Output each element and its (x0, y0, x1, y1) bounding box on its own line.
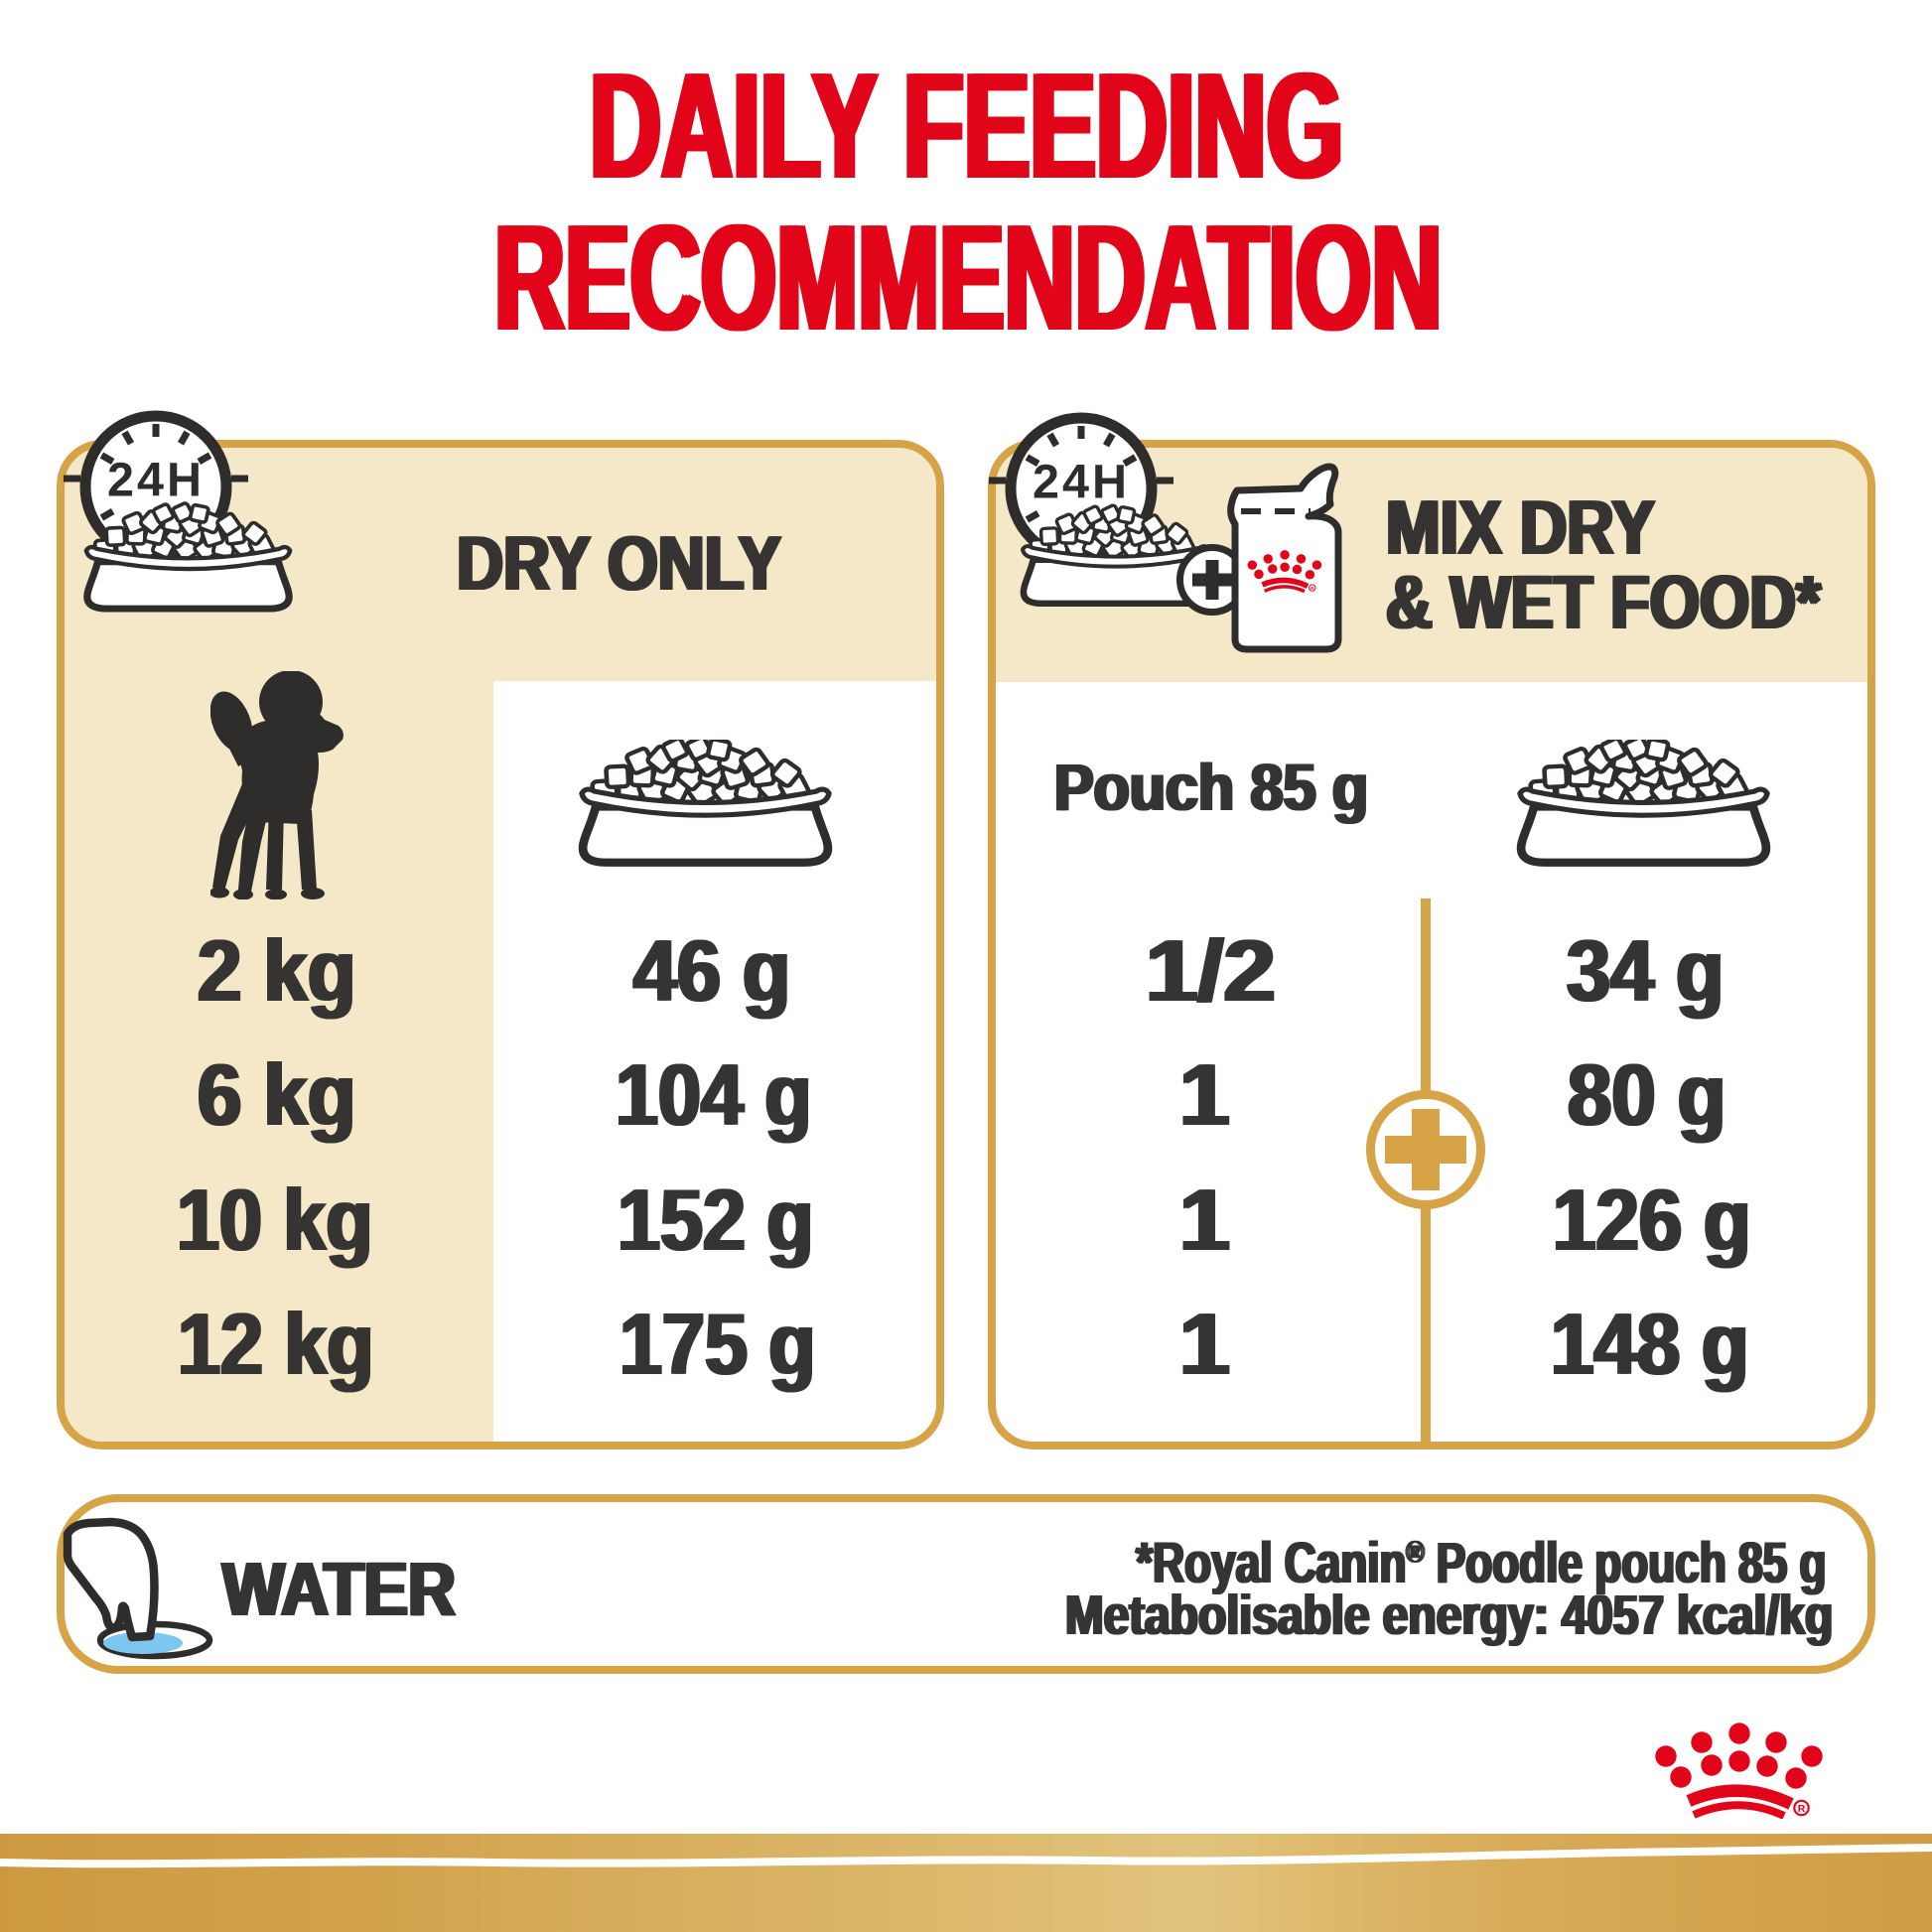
svg-text:24H: 24H (1033, 456, 1130, 509)
svg-text:24H: 24H (107, 454, 205, 507)
